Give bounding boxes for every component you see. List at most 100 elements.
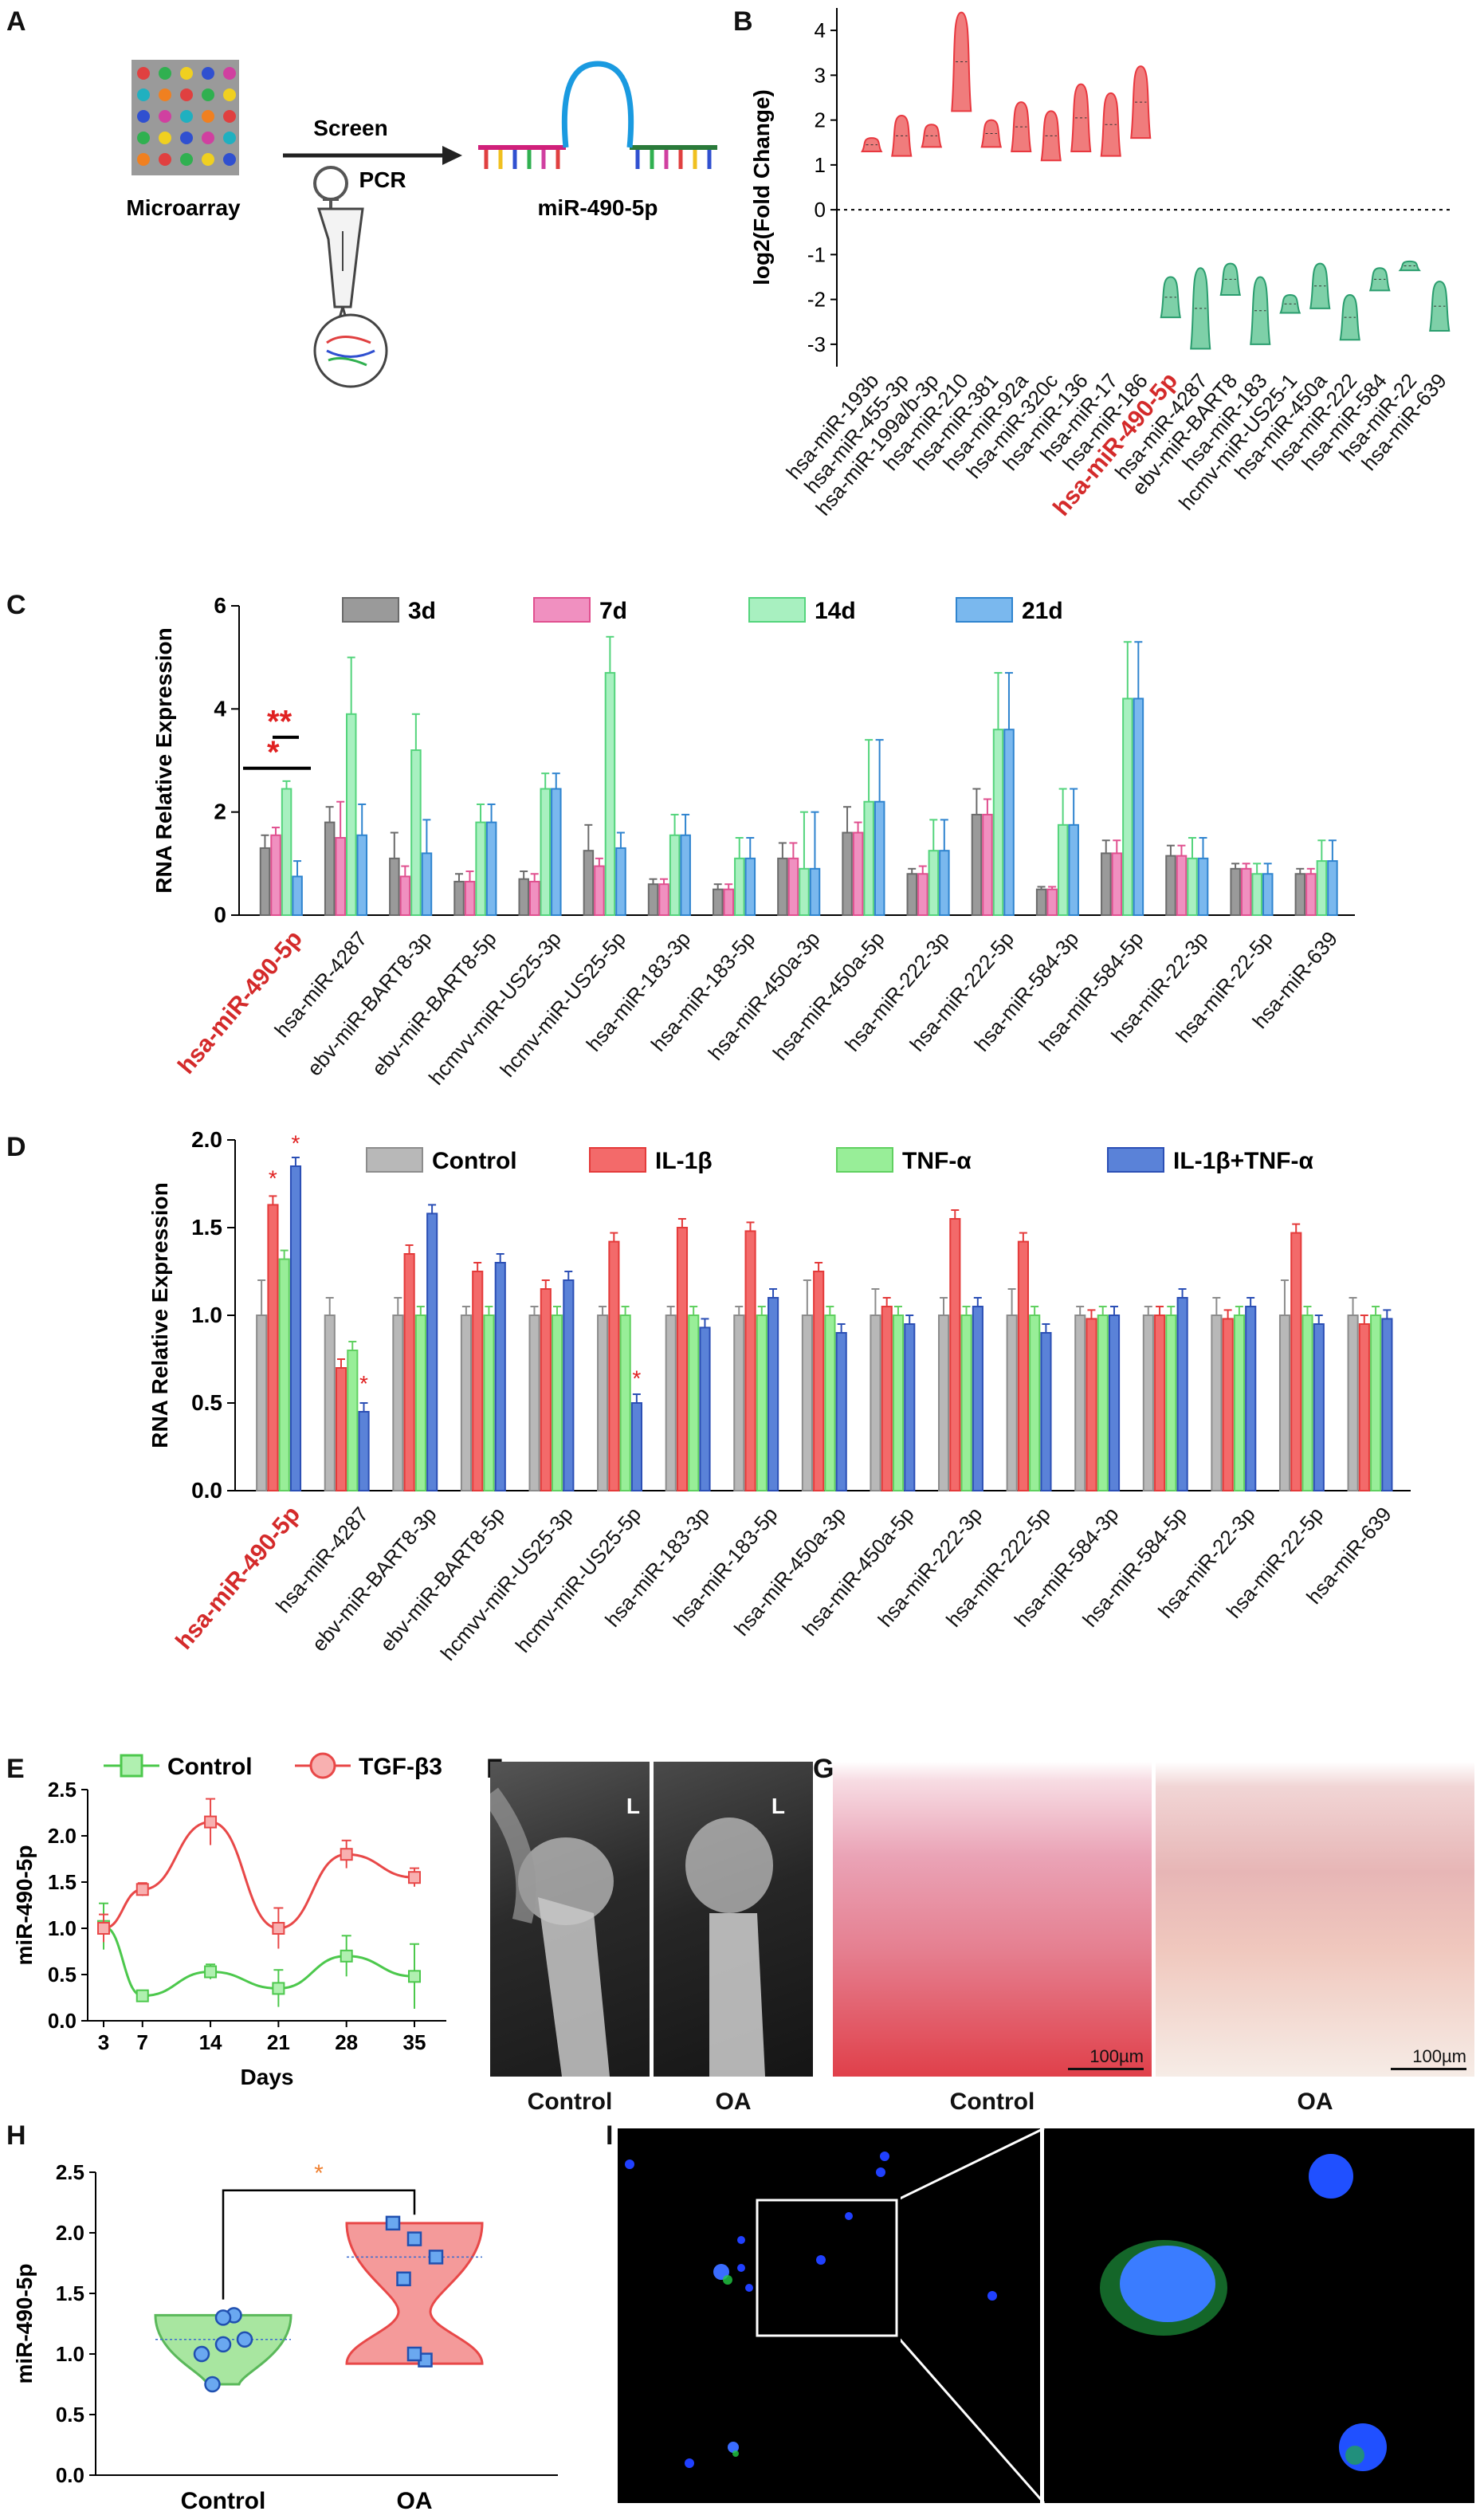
x-tick-label: 3 [98, 2030, 109, 2054]
bar-21d [551, 788, 562, 917]
y-tick-label: 1.5 [191, 1215, 222, 1240]
bar-3d [1035, 888, 1047, 916]
data-point [214, 2336, 232, 2353]
xray-side-marker: L [626, 1794, 640, 1818]
y-tick-label: -2 [807, 288, 826, 312]
legend-swatch [589, 1147, 646, 1173]
y-tick-label: 0.0 [191, 1478, 222, 1503]
bar-21d [615, 847, 626, 916]
bar-IL-1β [1017, 1240, 1029, 1491]
y-tick-label: 1 [815, 153, 826, 177]
histology-control-image: 100µm [833, 1762, 1152, 2077]
bar-14d [346, 713, 357, 916]
fluorescence-overview-image [618, 2128, 1040, 2503]
line-Control [103, 1925, 415, 1998]
bar-14d [604, 672, 616, 916]
bar-21d [1133, 698, 1144, 916]
y-tick-label: 0.5 [48, 1963, 77, 1987]
bar-3d [453, 880, 465, 917]
bar-IL-1β [1222, 1318, 1234, 1491]
point-TGF-β3 [408, 1871, 421, 1884]
panel-h-violin-chart: 0.0 0.5 1.0 1.5 2.0 2.5 miR-490-5p Control OA * [12, 2160, 558, 2514]
scale-bar-label: 100µm [1089, 2046, 1144, 2066]
bar-3d [583, 850, 595, 916]
bar-3d [1230, 867, 1241, 916]
bar-3d [324, 821, 336, 917]
microarray-dot [202, 132, 214, 144]
bar-21d [1003, 729, 1015, 916]
bar-21d [680, 834, 691, 916]
sig-star: * [267, 735, 280, 770]
bar-21d [1068, 823, 1079, 917]
y-tick-label: 2.5 [56, 2160, 84, 2184]
y-tick-label: 0.0 [48, 2009, 77, 2033]
bar-IL-1β+TNF-α [630, 1402, 642, 1491]
legend-swatch [748, 597, 806, 623]
microarray-dot [137, 67, 150, 80]
bar-IL-1β [472, 1271, 484, 1491]
microarray-dot [137, 153, 150, 166]
sig-star: ** [267, 704, 292, 739]
bar-Control [1278, 1315, 1291, 1491]
bar-TNF-α [278, 1258, 290, 1491]
bar-3d [906, 873, 918, 916]
x-tick-label: hsa-miR-450a-5p [768, 927, 889, 1065]
panel-label-a: A [6, 6, 26, 37]
microarray-dot [223, 132, 236, 144]
microarray-dot [159, 88, 171, 101]
bar-3d [259, 847, 271, 916]
legend-label: 14d [815, 598, 856, 624]
bar-7d [464, 880, 476, 917]
bar-14d [1187, 857, 1198, 916]
data-point [406, 2231, 422, 2246]
bar-21d [1197, 857, 1209, 916]
x-tick-label: hsa-miR-490-5p [171, 1501, 305, 1654]
bar-14d [281, 788, 292, 917]
histology-control-label: Control [949, 2089, 1035, 2115]
scale-bar [1391, 2068, 1466, 2070]
panel-label-e: E [6, 1754, 25, 1784]
bar-21d [356, 834, 368, 916]
bar-Control [801, 1315, 813, 1491]
point-TGF-β3 [340, 1848, 353, 1861]
bar-14d [1316, 860, 1328, 917]
bar-IL-1β [676, 1227, 689, 1491]
bar-Control [528, 1315, 540, 1491]
sig-star: * [269, 1166, 277, 1191]
y-axis-label: RNA Relative Expression [151, 627, 176, 894]
data-point [193, 2345, 210, 2363]
x-tick-label: hsa-miR-450a-3p [703, 927, 824, 1065]
bar-14d [1251, 873, 1262, 916]
bar-7d [594, 865, 605, 917]
data-point [236, 2331, 253, 2348]
bar-TNF-α [892, 1315, 905, 1491]
bar-TNF-α [1301, 1315, 1313, 1491]
x-tick-label: ebv-miR-BART8-5p [375, 1503, 509, 1656]
bar-TNF-α [414, 1315, 426, 1491]
microarray-dot [180, 67, 193, 80]
bar-Control [392, 1315, 404, 1491]
panel-label-i: I [606, 2120, 614, 2151]
legend-swatch [366, 1147, 423, 1173]
legend-swatch [120, 1754, 143, 1778]
bar-7d [529, 880, 540, 917]
point-Control [204, 1965, 218, 1979]
bar-7d [1046, 888, 1058, 916]
bar-14d [1057, 823, 1069, 917]
bar-Control [733, 1315, 745, 1491]
bar-IL-1β+TNF-α [1245, 1306, 1257, 1491]
bar-3d [971, 813, 983, 916]
x-tick-label: hsa-miR-490-5p [173, 925, 308, 1079]
panel-e-line-chart: 0.0 0.5 1.0 1.5 2.0 2.5 3 7 14 21 28 35 Days miR-490-… [12, 1752, 446, 2089]
bar-TNF-α [756, 1315, 768, 1491]
bar-IL-1β+TNF-α [904, 1323, 916, 1491]
bar-3d [1165, 855, 1176, 916]
legend-swatch [309, 1752, 336, 1779]
bar-Control [460, 1315, 473, 1491]
arrow-head [442, 146, 462, 165]
xray-control-image: L [490, 1762, 650, 2077]
legend-label: Control [432, 1148, 517, 1174]
y-tick-label: 2.0 [191, 1127, 222, 1152]
bar-IL-1β [540, 1288, 552, 1491]
